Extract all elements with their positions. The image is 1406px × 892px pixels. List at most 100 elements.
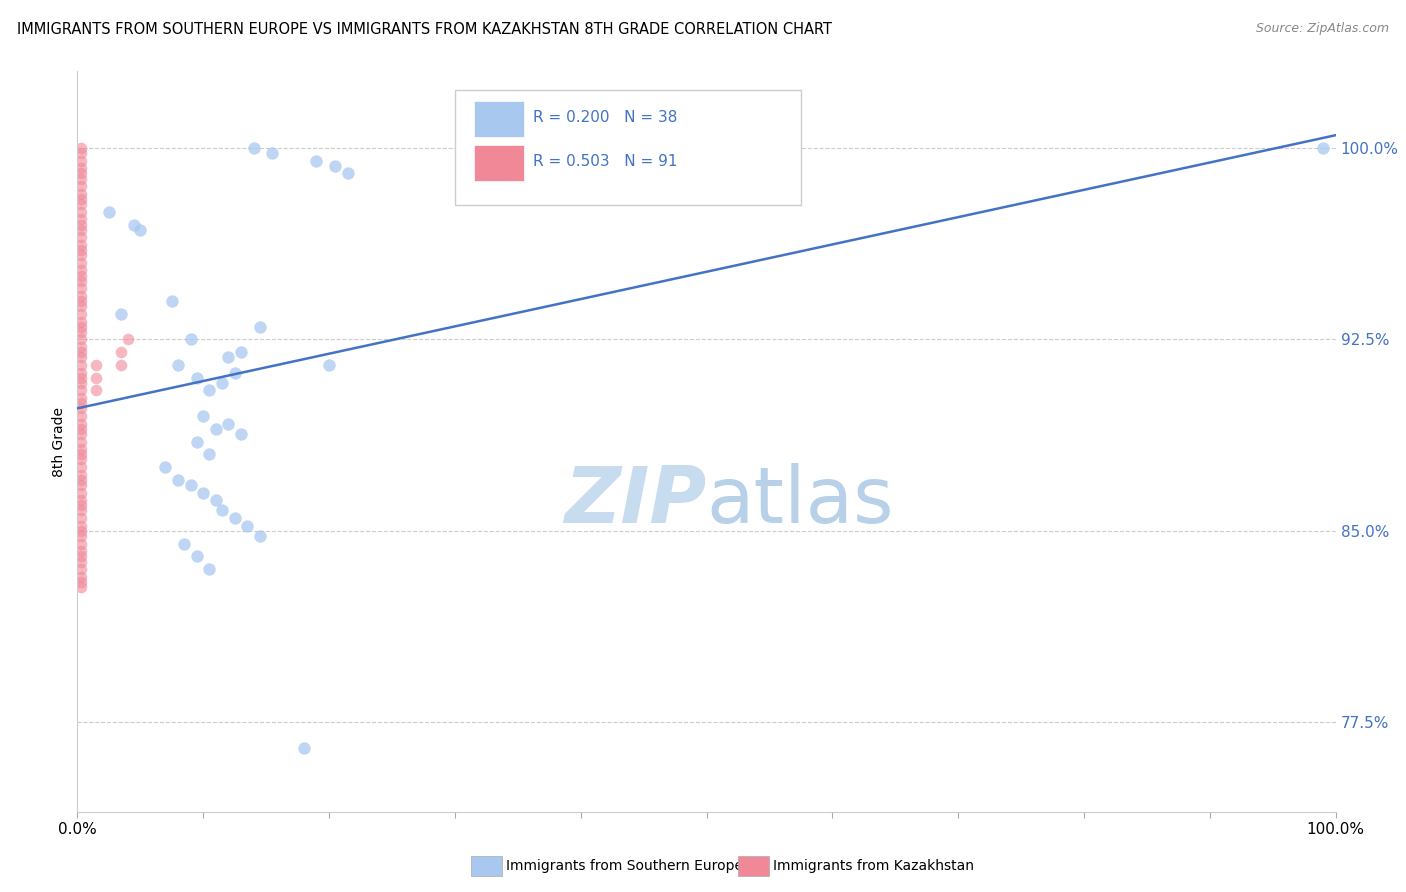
Point xyxy=(305,153,328,168)
Point xyxy=(70,268,93,283)
Point xyxy=(180,333,202,347)
Point xyxy=(70,358,93,372)
Point xyxy=(70,153,93,168)
Point xyxy=(70,401,93,416)
Point xyxy=(186,549,208,564)
Point xyxy=(167,358,190,372)
Point xyxy=(70,391,93,405)
Point xyxy=(70,197,93,211)
Point xyxy=(70,171,93,186)
Point xyxy=(1312,141,1334,155)
Text: Immigrants from Kazakhstan: Immigrants from Kazakhstan xyxy=(773,859,974,873)
Point xyxy=(292,740,315,755)
Point xyxy=(122,218,145,232)
Point xyxy=(70,281,93,295)
Bar xyxy=(474,101,524,136)
Point xyxy=(70,434,93,449)
Bar xyxy=(474,145,524,181)
Point xyxy=(70,256,93,270)
Point xyxy=(70,351,93,365)
Point xyxy=(249,529,271,543)
Point xyxy=(70,299,93,313)
Point xyxy=(70,396,93,410)
Y-axis label: 8th Grade: 8th Grade xyxy=(52,407,66,476)
Point xyxy=(70,442,93,457)
Point xyxy=(70,325,93,339)
Point xyxy=(186,434,208,449)
Point xyxy=(70,161,93,176)
Point xyxy=(70,263,93,277)
Point xyxy=(70,499,93,513)
Point xyxy=(249,319,271,334)
Point xyxy=(70,192,93,206)
Point xyxy=(70,222,93,236)
Text: ZIP: ZIP xyxy=(564,463,707,539)
Point xyxy=(70,460,93,475)
Point xyxy=(70,518,93,533)
Point xyxy=(242,141,264,155)
Point xyxy=(70,473,93,487)
Point xyxy=(217,417,239,431)
Point xyxy=(70,452,93,467)
Point xyxy=(70,307,93,321)
Point xyxy=(70,366,93,380)
Text: Immigrants from Southern Europe: Immigrants from Southern Europe xyxy=(506,859,744,873)
Point xyxy=(155,460,177,475)
Point xyxy=(110,345,132,359)
Point xyxy=(70,485,93,500)
Point xyxy=(70,384,93,398)
Point xyxy=(70,319,93,334)
Point xyxy=(70,166,93,180)
Point xyxy=(70,555,93,569)
Point xyxy=(70,186,93,201)
Point xyxy=(70,230,93,244)
Point xyxy=(70,529,93,543)
Point xyxy=(84,370,107,384)
Point xyxy=(70,574,93,589)
Point xyxy=(186,370,208,384)
Point xyxy=(236,518,259,533)
Point xyxy=(70,333,93,347)
Point xyxy=(191,485,215,500)
Text: atlas: atlas xyxy=(707,463,894,539)
Point xyxy=(211,503,233,517)
Point xyxy=(229,345,252,359)
Point xyxy=(70,146,93,161)
Point xyxy=(217,351,239,365)
Point xyxy=(97,204,120,219)
Point xyxy=(70,141,93,155)
Text: Source: ZipAtlas.com: Source: ZipAtlas.com xyxy=(1256,22,1389,36)
Text: IMMIGRANTS FROM SOUTHERN EUROPE VS IMMIGRANTS FROM KAZAKHSTAN 8TH GRADE CORRELAT: IMMIGRANTS FROM SOUTHERN EUROPE VS IMMIG… xyxy=(17,22,832,37)
Point xyxy=(336,166,359,180)
Point xyxy=(70,204,93,219)
Point xyxy=(204,422,226,436)
Point xyxy=(70,274,93,288)
Point xyxy=(211,376,233,390)
Point xyxy=(70,544,93,558)
Point xyxy=(70,370,93,384)
Point xyxy=(70,478,93,492)
Point xyxy=(70,503,93,517)
Point xyxy=(129,222,152,236)
Point xyxy=(70,409,93,423)
Text: R = 0.200   N = 38: R = 0.200 N = 38 xyxy=(533,110,678,125)
Point xyxy=(70,376,93,390)
Point xyxy=(117,333,139,347)
Point xyxy=(84,358,107,372)
Point xyxy=(180,478,202,492)
Point xyxy=(84,384,107,398)
Point xyxy=(160,294,183,309)
Point xyxy=(70,314,93,328)
Text: R = 0.503   N = 91: R = 0.503 N = 91 xyxy=(533,154,678,169)
Point xyxy=(70,218,93,232)
Point xyxy=(70,570,93,584)
Point xyxy=(110,358,132,372)
Point xyxy=(70,238,93,252)
Point xyxy=(70,417,93,431)
Point xyxy=(70,549,93,564)
Point xyxy=(70,243,93,257)
Point xyxy=(70,511,93,525)
Point xyxy=(318,358,340,372)
Point xyxy=(173,536,195,550)
FancyBboxPatch shape xyxy=(456,90,801,204)
